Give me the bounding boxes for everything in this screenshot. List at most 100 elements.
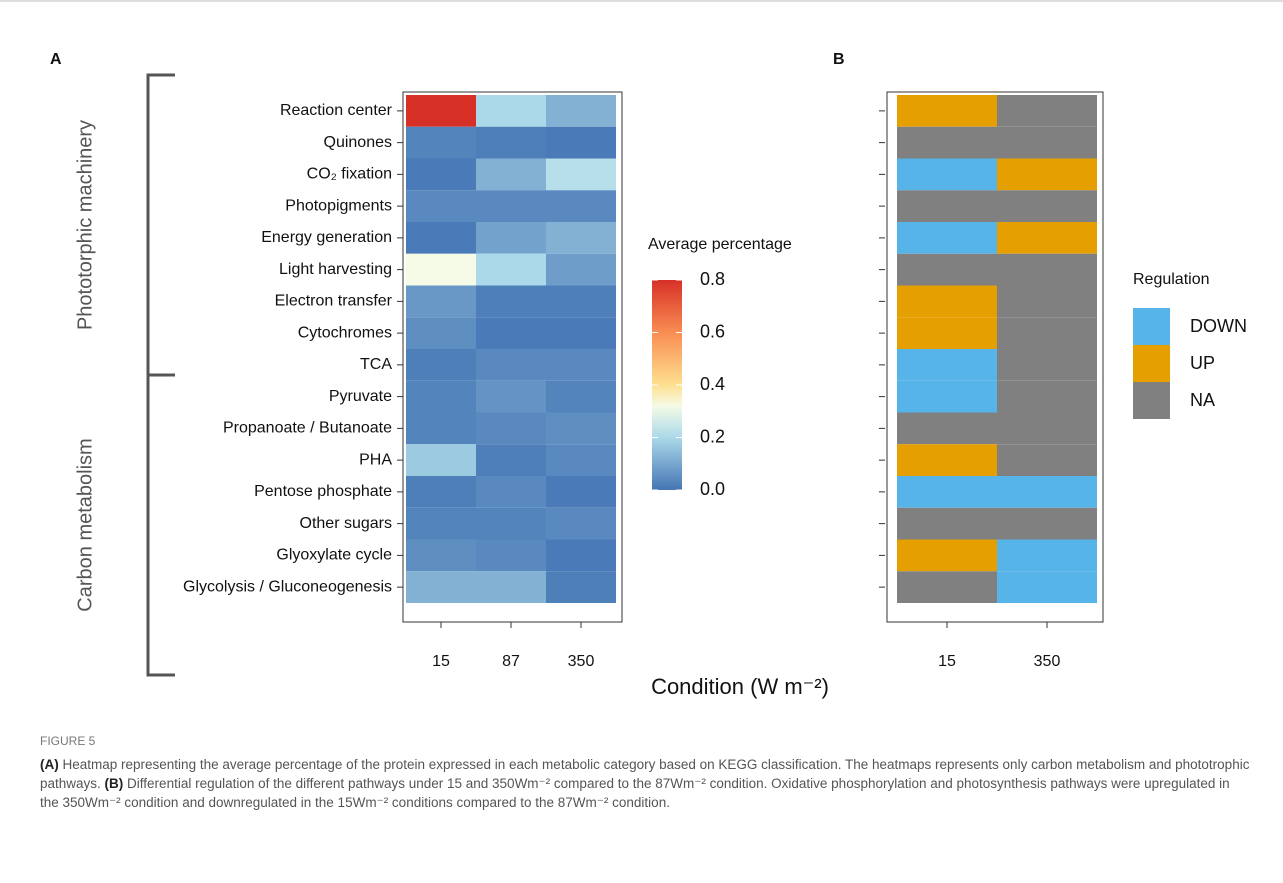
heat-cell	[546, 571, 616, 603]
heat-cell	[546, 317, 616, 349]
heat-cell	[476, 539, 546, 572]
heat-cell	[406, 539, 476, 572]
heat-cell	[897, 190, 997, 222]
heat-cell	[997, 380, 1097, 413]
heat-cell	[897, 380, 997, 413]
heat-cell	[476, 158, 546, 191]
heat-cell	[997, 253, 1097, 286]
heat-cell	[546, 190, 616, 222]
heat-cell	[476, 285, 546, 318]
y-tick-label: Pyruvate	[329, 388, 392, 405]
heat-cell	[997, 95, 1097, 127]
group-bracket	[146, 373, 175, 677]
heat-cell	[546, 158, 616, 191]
heat-cell	[476, 126, 546, 159]
x-axis-title: Condition (W m⁻²)	[651, 674, 829, 699]
group-bracket	[146, 73, 175, 377]
caption: FIGURE 5 (A) Heatmap representing the av…	[40, 732, 1250, 812]
x-tick-label: 350	[1034, 653, 1061, 670]
caption-b-label: (B)	[104, 776, 124, 791]
colorbar-tick-label: 0.0	[700, 479, 725, 499]
colorbar-tick-label: 0.6	[700, 321, 725, 341]
heat-cell	[897, 158, 997, 191]
y-tick-label: Cytochromes	[298, 324, 392, 341]
heat-cell	[546, 444, 616, 476]
heat-cell	[897, 476, 997, 508]
heat-cell	[476, 253, 546, 286]
caption-a-label: (A)	[40, 757, 59, 772]
x-tick-label: 15	[432, 653, 450, 670]
heat-cell	[997, 317, 1097, 349]
heat-cell	[897, 95, 997, 127]
y-tick-label: PHA	[359, 451, 392, 468]
heat-cell	[997, 222, 1097, 254]
y-tick-label: TCA	[360, 356, 392, 373]
y-tick-label: Glycolysis / Gluconeogenesis	[183, 578, 392, 595]
heat-cell	[997, 190, 1097, 222]
panel-frame	[402, 91, 623, 623]
heat-cell	[476, 412, 546, 445]
heat-cell	[406, 507, 476, 540]
heat-cell	[476, 317, 546, 349]
y-tick-label: Other sugars	[300, 515, 392, 532]
heat-cell	[406, 476, 476, 508]
caption-b-text: Differential regulation of the different…	[40, 776, 1230, 810]
heat-cell	[546, 95, 616, 127]
y-tick-label: Quinones	[324, 134, 393, 151]
heat-cell	[406, 253, 476, 286]
heat-cell	[546, 380, 616, 413]
heat-cell	[997, 349, 1097, 381]
heat-cell	[897, 349, 997, 381]
heat-cell	[897, 253, 997, 286]
x-tick-label: 87	[502, 653, 520, 670]
heat-cell	[476, 95, 546, 127]
colorbar-tick-label: 0.8	[700, 269, 725, 289]
heat-cell	[406, 95, 476, 127]
heat-cell	[476, 222, 546, 254]
caption-label: FIGURE 5	[40, 734, 96, 748]
heat-cell	[476, 507, 546, 540]
heat-cell	[897, 539, 997, 572]
y-tick-label: Energy generation	[261, 229, 392, 246]
heat-cell	[406, 190, 476, 222]
legend-label: DOWN	[1190, 316, 1247, 336]
heat-cell	[476, 349, 546, 381]
heat-cell	[406, 285, 476, 318]
heat-cell	[897, 285, 997, 318]
legend-swatch	[1133, 345, 1170, 382]
heat-cell	[897, 126, 997, 159]
y-tick-label: Electron transfer	[275, 293, 393, 310]
heat-cell	[997, 571, 1097, 603]
colorbar-tick-label: 0.2	[700, 426, 725, 446]
x-tick-label: 15	[938, 653, 956, 670]
heat-cell	[476, 380, 546, 413]
heat-cell	[476, 190, 546, 222]
y-tick-label: Light harvesting	[279, 261, 392, 278]
legend-swatch	[1133, 308, 1170, 345]
heat-cell	[476, 571, 546, 603]
heat-cell	[406, 126, 476, 159]
legend-title: Regulation	[1133, 271, 1210, 288]
heat-cell	[546, 539, 616, 572]
heat-cell	[897, 507, 997, 540]
heat-cell	[997, 158, 1097, 191]
panel-letter: B	[833, 51, 845, 68]
figure: A B Condition (W m⁻²) Reaction center Qui…	[0, 0, 1283, 699]
heat-cell	[546, 412, 616, 445]
heat-cell	[546, 349, 616, 381]
caption-text: (A) Heatmap representing the average per…	[40, 755, 1250, 812]
group-label: Phototorphic machinery	[74, 120, 96, 330]
heat-cell	[406, 158, 476, 191]
heat-cell	[406, 571, 476, 603]
legend-label: UP	[1190, 353, 1215, 373]
heat-cell	[897, 412, 997, 445]
heat-cell	[406, 380, 476, 413]
heat-cell	[546, 222, 616, 254]
y-tick-label: Photopigments	[285, 197, 392, 214]
panel-frame	[886, 91, 1104, 623]
heat-cell	[406, 317, 476, 349]
heat-cell	[897, 222, 997, 254]
legend-title: Average percentage	[648, 236, 792, 253]
heat-cell	[997, 126, 1097, 159]
heat-cell	[997, 539, 1097, 572]
